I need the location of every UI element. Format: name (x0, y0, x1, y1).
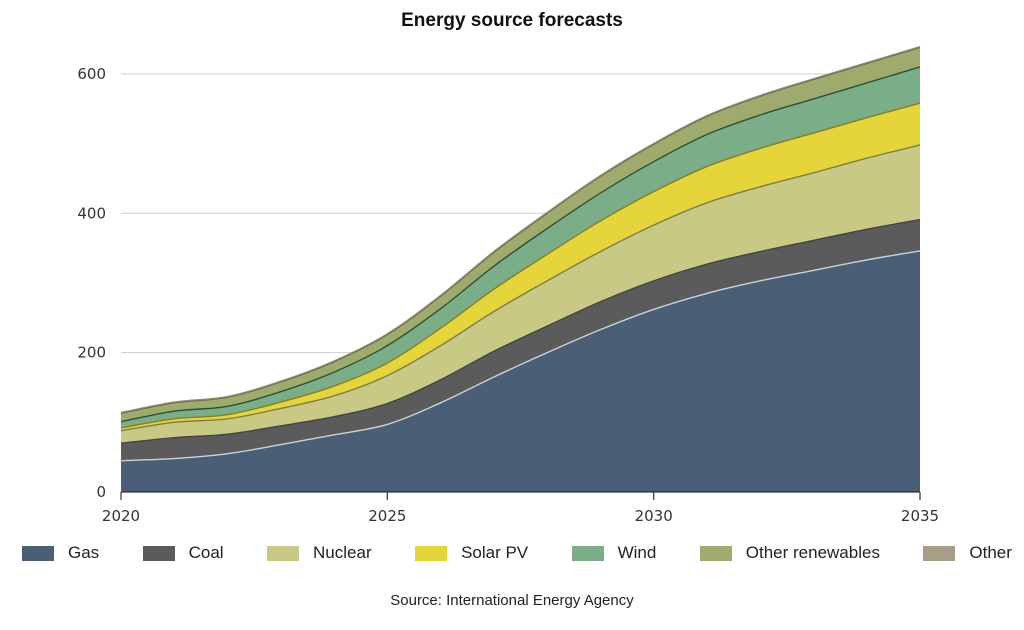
legend-swatch-nuclear (267, 545, 300, 561)
area-nuclear (121, 144, 920, 444)
y-tick-label-600: 600 (77, 65, 106, 83)
line-solar-pv (120, 102, 921, 429)
legend-label-wind: Wind (617, 543, 657, 562)
legend-swatch-wind (571, 545, 604, 561)
area-series (121, 46, 920, 492)
x-tick-label-2030: 2030 (635, 507, 673, 525)
legend-item-solar-pv[interactable]: Solar PV (415, 543, 528, 563)
line-coal (120, 218, 921, 444)
legend-item-coal[interactable]: Coal (142, 543, 224, 563)
legend-label-gas: Gas (68, 543, 100, 562)
legend-swatch-gas (22, 545, 54, 561)
y-tick-label-200: 200 (77, 344, 106, 362)
legend: Gas Coal Nuclear Solar PV Wind Other ren… (22, 540, 1012, 566)
legend-label-nuclear: Nuclear (313, 543, 372, 562)
legend-item-gas[interactable]: Gas (22, 543, 99, 563)
legend-label-other-renewables: Other renewables (745, 543, 880, 562)
legend-item-wind[interactable]: Wind (571, 543, 657, 563)
line-other (120, 46, 921, 414)
source-note: Source: International Energy Agency (390, 592, 634, 609)
legend-label-other: Other (969, 543, 1012, 562)
y-tick-label-400: 400 (77, 204, 106, 222)
line-nuclear (120, 144, 921, 432)
area-coal (121, 219, 920, 461)
area-other-renewables (121, 47, 920, 422)
legend-label-coal: Coal (188, 543, 224, 562)
line-wind (120, 66, 921, 423)
legend-swatch-other-renewables (699, 545, 732, 561)
legend-swatch-other (923, 545, 956, 561)
legend-item-other-renewables[interactable]: Other renewables (699, 543, 880, 563)
line-gas (120, 250, 921, 462)
area-gas (121, 250, 920, 492)
x-tick-label-2025: 2025 (368, 507, 406, 525)
legend-item-nuclear[interactable]: Nuclear (267, 543, 372, 563)
series-boundary-lines (120, 46, 921, 462)
x-tick-label-2035: 2035 (901, 507, 939, 525)
y-tick-label-0: 0 (96, 483, 106, 501)
legend-swatch-coal (142, 545, 175, 561)
x-tick-label-2020: 2020 (102, 507, 140, 525)
legend-item-other[interactable]: Other (923, 543, 1012, 563)
chart-title: Energy source forecasts (401, 10, 623, 31)
axes: 0 200 400 600 2020 2025 2030 2035 (77, 65, 939, 525)
legend-swatch-solar-pv (415, 545, 448, 561)
legend-label-solar-pv: Solar PV (461, 543, 529, 562)
area-solar-pv (121, 103, 920, 431)
